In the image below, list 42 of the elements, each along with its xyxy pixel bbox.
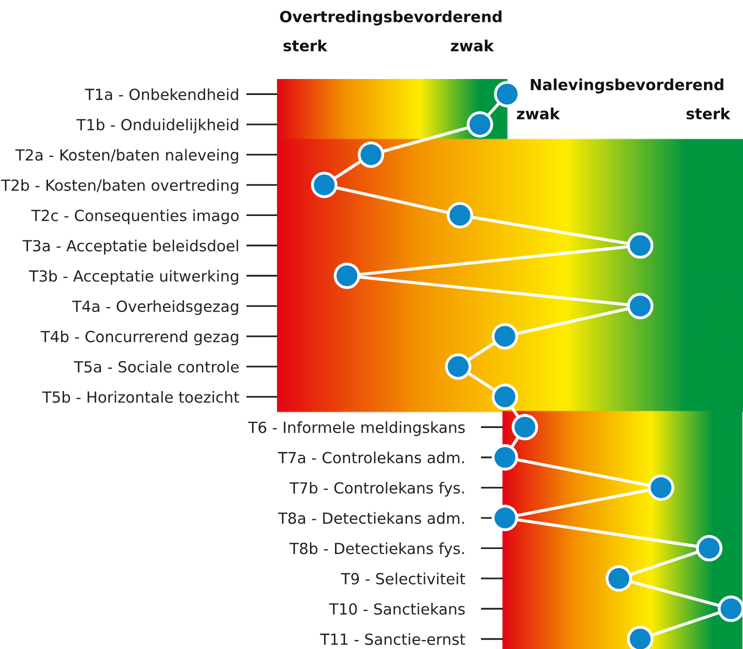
- y-tick-label: T2a - Kosten/baten naleveing: [15, 148, 238, 164]
- y-tick-label: T10 - Sanctiekans: [329, 602, 465, 615]
- y-tick-label: T1b - Onduidelijkheid: [76, 118, 238, 134]
- y-tick-label: T1a - Onbekendheid: [84, 88, 238, 100]
- point: [334, 262, 360, 289]
- point: [627, 232, 654, 259]
- y-tick-label: T3b - Acceptatie uitwerking: [28, 270, 238, 285]
- point: [446, 202, 474, 228]
- point: [358, 141, 384, 168]
- y-tick-label: T4b - Concurrerend gezag: [40, 330, 238, 346]
- text: Overtredingsbevorderend: [280, 10, 502, 26]
- point: [492, 323, 518, 350]
- point: [627, 292, 654, 320]
- y-tick-label: T7a - Controlekans adm.: [278, 452, 464, 464]
- y-tick-label: T7b - Controlekans fys.: [289, 482, 464, 497]
- text: sterk: [284, 40, 328, 52]
- y-tick-label: T2c - Consequenties imago: [31, 209, 239, 224]
- point: [492, 384, 518, 410]
- annotation: zwak: [516, 108, 560, 120]
- point: [492, 444, 518, 471]
- point: [492, 504, 518, 532]
- y-tick-label: T5a - Sociale controle: [74, 360, 239, 373]
- y-tick-label: T9 - Selectiviteit: [340, 572, 466, 584]
- y-tick-label: T3a - Acceptatie beleidsdoel: [22, 240, 238, 254]
- point: [512, 414, 538, 440]
- annotation: Nalevingsbevorderend: [530, 78, 724, 94]
- y-tick-label: T11 - Sanctie-ernst: [320, 633, 466, 646]
- text: zwak: [450, 40, 494, 52]
- point: [444, 353, 472, 380]
- point: [696, 534, 722, 562]
- annotation: sterk: [686, 108, 731, 120]
- y-tick-label: T4a - Overheidsgezag: [72, 300, 238, 316]
- y-tick-label: T2b - Kosten/baten overtreding: [0, 179, 238, 194]
- point: [466, 111, 494, 138]
- y-tick-label: T5b - Horizontale toezicht: [42, 391, 240, 403]
- y-tick-label: T8b - Detectiekans fys.: [289, 542, 464, 558]
- point: [648, 474, 674, 501]
- y-tick-label: T6 - Informele meldingskans: [248, 421, 465, 436]
- y-tick-label: T8a - Detectiekans adm.: [278, 512, 464, 524]
- point: [718, 596, 743, 622]
- point: [606, 565, 632, 592]
- point: [311, 172, 338, 198]
